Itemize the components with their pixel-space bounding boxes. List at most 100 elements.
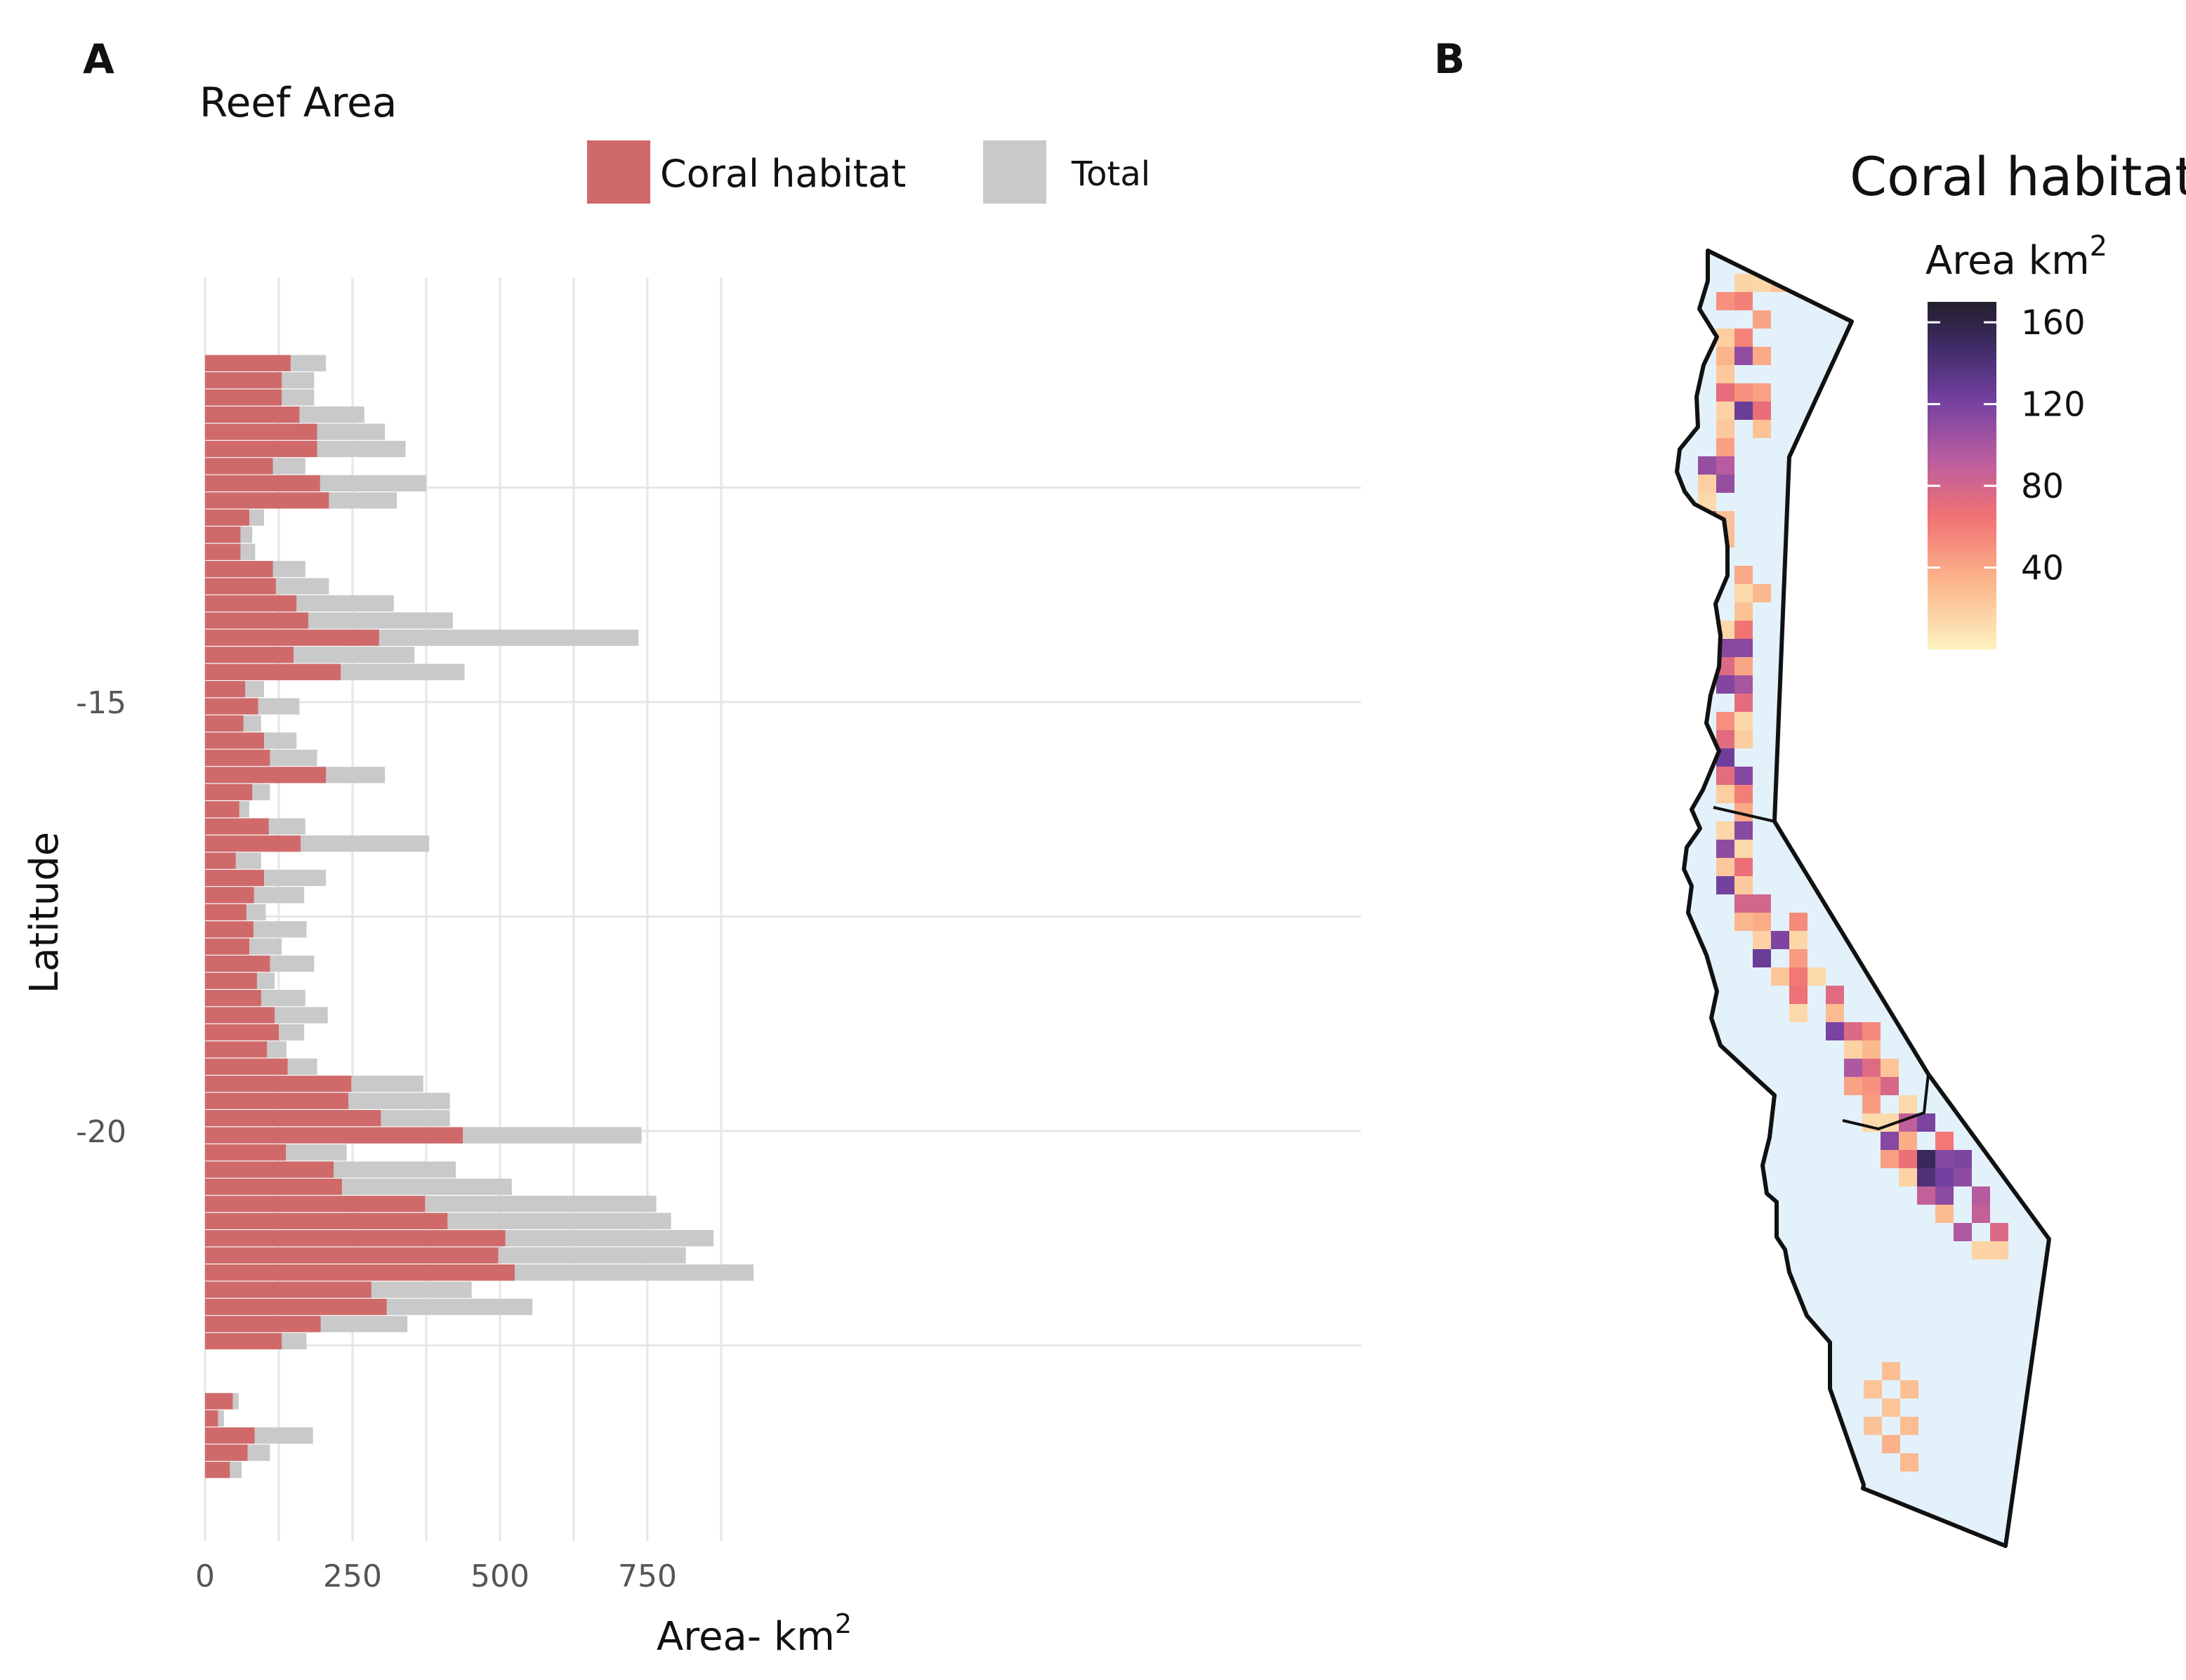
habitat-cell [1917, 1168, 1935, 1186]
habitat-cell [1716, 365, 1734, 383]
habitat-cell [1716, 402, 1734, 420]
habitat-cell [1734, 584, 1753, 602]
bar-coral [205, 1127, 463, 1144]
bar-coral [205, 612, 308, 629]
habitat-cell [1789, 986, 1808, 1004]
habitat-cell [1882, 1362, 1900, 1380]
bar-coral [205, 989, 261, 1007]
habitat-cell [1808, 967, 1826, 986]
habitat-cell [1716, 329, 1734, 347]
bar-coral [205, 440, 317, 458]
bar-coral [205, 1110, 381, 1127]
bar-coral [205, 1410, 218, 1427]
habitat-cell [1716, 840, 1734, 858]
habitat-cell [1881, 1059, 1899, 1077]
bar-coral [205, 767, 327, 783]
habitat-cell [1734, 712, 1753, 730]
bar-coral [205, 698, 258, 715]
habitat-cell [1899, 1095, 1917, 1113]
shelf-border [1675, 249, 2051, 1548]
habitat-cell [1882, 1398, 1900, 1417]
habitat-cell [1753, 931, 1771, 949]
habitat-cell [1864, 1380, 1882, 1398]
habitat-cell [1716, 420, 1734, 438]
colorbar-tick-label: 160 [2021, 303, 2086, 343]
habitat-cell [1716, 456, 1734, 475]
map-panel: Coral habitat Area km2 160 [1675, 145, 2186, 1548]
habitat-cell [1753, 949, 1771, 967]
panel-b-label: B [1434, 35, 1465, 83]
habitat-cell [1753, 383, 1771, 402]
bar-coral [205, 715, 244, 732]
bar-coral [205, 1247, 499, 1264]
bar-coral [205, 1298, 387, 1316]
colorbar-title: Area km2 [1925, 230, 2107, 284]
habitat-cell [1881, 1077, 1899, 1095]
bar-coral [205, 869, 264, 887]
habitat-cell [1935, 1205, 1954, 1223]
habitat-cell [1954, 1223, 1972, 1241]
habitat-cell [1917, 1186, 1935, 1205]
bar-coral [205, 732, 264, 749]
habitat-cell [1734, 383, 1753, 402]
habitat-cell [1716, 712, 1734, 730]
habitat-cell [1698, 475, 1716, 493]
shelf-outline [1677, 251, 2049, 1546]
bar-coral [205, 783, 253, 800]
bar-coral [205, 921, 254, 938]
habitat-cell [1954, 1150, 1972, 1168]
bar-coral [205, 1196, 426, 1212]
habitat-cell [1716, 347, 1734, 365]
x-axis-ticks: 0 250 500 750 [195, 1559, 677, 1594]
habitat-cell [1734, 621, 1753, 639]
habitat-cell [1899, 1132, 1917, 1150]
colorbar-tick-label: 80 [2021, 467, 2064, 506]
habitat-cell [1734, 402, 1753, 420]
legend-label-coral: Coral habitat [660, 152, 906, 196]
habitat-cell [1753, 913, 1771, 931]
bar-coral [205, 543, 241, 560]
habitat-cell [1716, 821, 1734, 840]
x-tick-label: 500 [470, 1559, 529, 1594]
bar-coral [205, 629, 379, 646]
bar-coral [205, 1281, 371, 1298]
habitat-cell [1862, 1059, 1881, 1077]
colorbar-tick-label: 120 [2021, 385, 2086, 425]
habitat-cell [1734, 730, 1753, 748]
habitat-cell [1935, 1132, 1954, 1150]
bar-coral [205, 681, 246, 698]
bar-coral [205, 972, 257, 989]
bar-coral [205, 904, 246, 920]
habitat-cell [1734, 785, 1753, 803]
habitat-cell [1862, 1095, 1881, 1113]
bar-coral [205, 560, 273, 578]
bar-coral [205, 663, 341, 680]
habitat-cell [1716, 767, 1734, 785]
habitat-cell [1899, 1150, 1917, 1168]
habitat-cell [1900, 1380, 1918, 1398]
habitat-cell [1734, 913, 1753, 931]
bar-coral [205, 1041, 268, 1058]
bar-coral [205, 1230, 506, 1247]
habitat-cell [1734, 292, 1753, 310]
bar-coral [205, 372, 282, 389]
bar-coral [205, 1462, 230, 1479]
habitat-cell [1935, 1150, 1954, 1168]
habitat-cell [1972, 1241, 1990, 1259]
habitat-cell [1734, 675, 1753, 694]
habitat-cell [1826, 1004, 1844, 1022]
bar-coral [205, 1076, 352, 1092]
habitat-cell [1917, 1113, 1935, 1132]
y-tick-label: -20 [76, 1114, 126, 1150]
habitat-cell [1881, 1150, 1899, 1168]
bar-coral [205, 475, 320, 491]
x-axis-title: Area- km2 [657, 1608, 852, 1660]
bar-coral [205, 458, 273, 475]
habitat-cell [1753, 420, 1771, 438]
habitat-cell [1716, 475, 1734, 493]
habitat-cell [1789, 913, 1808, 931]
habitat-cell [1881, 1132, 1899, 1150]
habitat-cell [1716, 876, 1734, 894]
x-tick-label: 750 [618, 1559, 677, 1594]
